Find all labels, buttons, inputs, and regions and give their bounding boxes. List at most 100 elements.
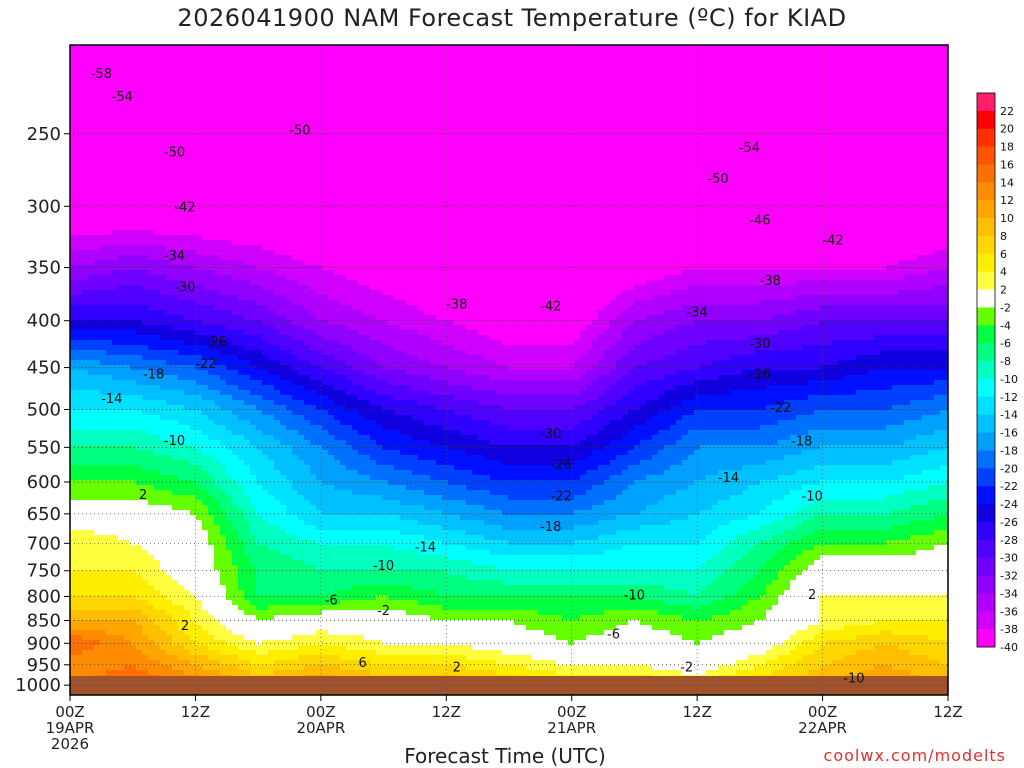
field-cell bbox=[298, 230, 305, 236]
field-cell bbox=[256, 270, 263, 276]
field-cell bbox=[226, 140, 233, 146]
field-cell bbox=[214, 650, 221, 656]
field-cell bbox=[268, 135, 275, 141]
field-cell bbox=[172, 350, 179, 356]
field-cell bbox=[124, 365, 131, 371]
field-cell bbox=[196, 50, 203, 56]
field-cell bbox=[106, 375, 113, 381]
field-cell bbox=[100, 245, 107, 251]
field-cell bbox=[238, 500, 245, 506]
field-cell bbox=[190, 150, 197, 156]
field-cell bbox=[196, 310, 203, 316]
field-cell bbox=[94, 555, 101, 561]
field-cell bbox=[76, 80, 83, 86]
field-cell bbox=[262, 670, 269, 676]
field-cell bbox=[196, 505, 203, 511]
field-cell bbox=[286, 285, 293, 291]
field-cell bbox=[256, 390, 263, 396]
field-cell bbox=[220, 380, 227, 386]
field-cell bbox=[286, 355, 293, 361]
field-cell bbox=[220, 195, 227, 201]
field-cell bbox=[184, 285, 191, 291]
field-cell bbox=[244, 390, 251, 396]
field-cell bbox=[298, 135, 305, 141]
field-cell bbox=[226, 450, 233, 456]
field-cell bbox=[202, 270, 209, 276]
field-cell bbox=[112, 275, 119, 281]
field-cell bbox=[292, 170, 299, 176]
field-cell bbox=[220, 390, 227, 396]
field-cell bbox=[196, 585, 203, 591]
field-cell bbox=[130, 50, 137, 56]
field-cell bbox=[214, 150, 221, 156]
field-cell bbox=[214, 180, 221, 186]
field-cell bbox=[274, 415, 281, 421]
field-cell bbox=[256, 565, 263, 571]
field-cell bbox=[244, 90, 251, 96]
field-cell bbox=[196, 550, 203, 556]
field-cell bbox=[172, 220, 179, 226]
field-cell bbox=[244, 80, 251, 86]
field-cell bbox=[280, 320, 287, 326]
field-cell bbox=[82, 75, 89, 81]
field-cell bbox=[298, 175, 305, 181]
field-cell bbox=[148, 275, 155, 281]
field-cell bbox=[214, 70, 221, 76]
field-cell bbox=[172, 305, 179, 311]
field-cell bbox=[88, 460, 95, 466]
field-cell bbox=[100, 100, 107, 106]
field-cell bbox=[190, 370, 197, 376]
field-cell bbox=[178, 180, 185, 186]
field-cell bbox=[196, 170, 203, 176]
field-cell bbox=[118, 380, 125, 386]
field-cell bbox=[94, 630, 101, 636]
field-cell bbox=[136, 245, 143, 251]
field-cell bbox=[142, 525, 149, 531]
field-cell bbox=[154, 300, 161, 306]
field-cell bbox=[280, 145, 287, 151]
field-cell bbox=[238, 665, 245, 671]
field-cell bbox=[118, 285, 125, 291]
field-cell bbox=[202, 125, 209, 131]
field-cell bbox=[154, 205, 161, 211]
field-cell bbox=[160, 585, 167, 591]
field-cell bbox=[94, 200, 101, 206]
field-cell bbox=[226, 330, 233, 336]
field-cell bbox=[124, 500, 131, 506]
field-cell bbox=[130, 300, 137, 306]
field-cell bbox=[166, 50, 173, 56]
field-cell bbox=[100, 590, 107, 596]
field-cell bbox=[160, 250, 167, 256]
field-cell bbox=[274, 515, 281, 521]
field-cell bbox=[292, 165, 299, 171]
field-cell bbox=[118, 555, 125, 561]
field-cell bbox=[70, 505, 77, 511]
field-cell bbox=[94, 340, 101, 346]
field-cell bbox=[118, 655, 125, 661]
field-cell bbox=[124, 50, 131, 56]
field-cell bbox=[178, 60, 185, 66]
field-cell bbox=[208, 150, 215, 156]
field-cell bbox=[238, 610, 245, 616]
field-cell bbox=[172, 95, 179, 101]
field-cell bbox=[142, 170, 149, 176]
field-cell bbox=[70, 415, 77, 421]
field-cell bbox=[268, 615, 275, 621]
field-cell bbox=[142, 500, 149, 506]
field-cell bbox=[154, 120, 161, 126]
field-cell bbox=[172, 660, 179, 666]
field-cell bbox=[268, 640, 275, 646]
field-cell bbox=[88, 445, 95, 451]
field-cell bbox=[226, 490, 233, 496]
field-cell bbox=[190, 575, 197, 581]
field-cell bbox=[220, 245, 227, 251]
field-cell bbox=[130, 540, 137, 546]
field-cell bbox=[106, 380, 113, 386]
field-cell bbox=[160, 190, 167, 196]
field-cell bbox=[196, 480, 203, 486]
field-cell bbox=[268, 360, 275, 366]
field-cell bbox=[100, 315, 107, 321]
field-cell bbox=[196, 255, 203, 261]
field-cell bbox=[76, 570, 83, 576]
field-cell bbox=[280, 345, 287, 351]
